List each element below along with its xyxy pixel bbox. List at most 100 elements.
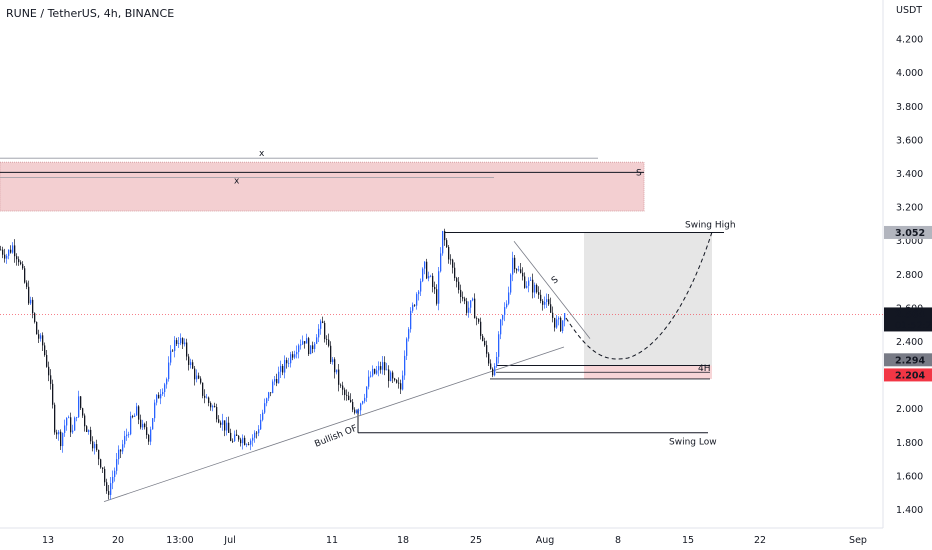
- candle-body[interactable]: [88, 429, 90, 433]
- candle-body[interactable]: [334, 359, 336, 373]
- candle-body[interactable]: [56, 432, 58, 435]
- candle-body[interactable]: [146, 427, 148, 435]
- candle-body[interactable]: [550, 304, 552, 313]
- candle-body[interactable]: [236, 434, 238, 436]
- candle-body[interactable]: [286, 360, 288, 364]
- candle-body[interactable]: [50, 375, 52, 384]
- candle-body[interactable]: [524, 276, 526, 288]
- candle-body[interactable]: [494, 366, 496, 376]
- candle-body[interactable]: [482, 335, 484, 342]
- candle-body[interactable]: [488, 353, 490, 364]
- candle-body[interactable]: [526, 285, 528, 288]
- candle-body[interactable]: [340, 384, 342, 386]
- candle-body[interactable]: [76, 417, 78, 418]
- candle-body[interactable]: [442, 231, 444, 254]
- candle-body[interactable]: [322, 321, 324, 323]
- candle-body[interactable]: [346, 394, 348, 396]
- candle-body[interactable]: [362, 401, 364, 404]
- candle-body[interactable]: [462, 296, 464, 299]
- candle-body[interactable]: [242, 437, 244, 444]
- candle-body[interactable]: [320, 321, 322, 329]
- candle-body[interactable]: [380, 366, 382, 370]
- candle-body[interactable]: [120, 449, 122, 452]
- candle-body[interactable]: [42, 335, 44, 346]
- candle-body[interactable]: [390, 372, 392, 382]
- candle-body[interactable]: [30, 299, 32, 304]
- candle-body[interactable]: [406, 338, 408, 356]
- candle-body[interactable]: [208, 397, 210, 403]
- candle-body[interactable]: [8, 249, 10, 256]
- candle-body[interactable]: [366, 386, 368, 398]
- candle-body[interactable]: [544, 301, 546, 305]
- candle-body[interactable]: [24, 268, 26, 283]
- candle-body[interactable]: [466, 301, 468, 313]
- candle-body[interactable]: [134, 415, 136, 417]
- candle-body[interactable]: [206, 397, 208, 399]
- candle-body[interactable]: [210, 402, 212, 408]
- candle-body[interactable]: [170, 350, 172, 363]
- candle-body[interactable]: [218, 419, 220, 423]
- candle-body[interactable]: [264, 403, 266, 413]
- candle-body[interactable]: [198, 375, 200, 379]
- candle-body[interactable]: [0, 249, 2, 251]
- candle-body[interactable]: [180, 338, 182, 344]
- candle-body[interactable]: [26, 282, 28, 287]
- candle-body[interactable]: [90, 429, 92, 442]
- candle-body[interactable]: [254, 432, 256, 438]
- candle-body[interactable]: [16, 256, 18, 260]
- candle-body[interactable]: [162, 392, 164, 395]
- candle-body[interactable]: [28, 286, 30, 304]
- candle-body[interactable]: [302, 341, 304, 345]
- candle-body[interactable]: [116, 459, 118, 471]
- candle-body[interactable]: [336, 369, 338, 373]
- candle-body[interactable]: [408, 329, 410, 339]
- candle-body[interactable]: [424, 261, 426, 269]
- candle-body[interactable]: [316, 337, 318, 344]
- candle-body[interactable]: [220, 422, 222, 425]
- candle-body[interactable]: [492, 368, 494, 376]
- candle-body[interactable]: [520, 269, 522, 273]
- candle-body[interactable]: [504, 307, 506, 316]
- candle-body[interactable]: [314, 343, 316, 350]
- candle-body[interactable]: [440, 253, 442, 272]
- candle-body[interactable]: [36, 322, 38, 335]
- candle-body[interactable]: [486, 345, 488, 354]
- candle-body[interactable]: [470, 300, 472, 308]
- candle-body[interactable]: [44, 345, 46, 355]
- candle-body[interactable]: [112, 476, 114, 484]
- candle-body[interactable]: [182, 338, 184, 345]
- candle-body[interactable]: [2, 249, 4, 255]
- candle-body[interactable]: [38, 334, 40, 339]
- candle-body[interactable]: [52, 383, 54, 405]
- candle-body[interactable]: [428, 275, 430, 279]
- candle-body[interactable]: [422, 268, 424, 282]
- candle-body[interactable]: [338, 369, 340, 385]
- candle-body[interactable]: [86, 426, 88, 433]
- candle-body[interactable]: [348, 395, 350, 400]
- candle-body[interactable]: [414, 304, 416, 306]
- candle-body[interactable]: [446, 240, 448, 247]
- candle-body[interactable]: [258, 429, 260, 434]
- candle-body[interactable]: [540, 294, 542, 301]
- candle-body[interactable]: [166, 379, 168, 385]
- candle-body[interactable]: [262, 412, 264, 420]
- candle-body[interactable]: [464, 298, 466, 302]
- candle-body[interactable]: [74, 417, 76, 431]
- candle-body[interactable]: [148, 434, 150, 442]
- candle-body[interactable]: [92, 441, 94, 449]
- candle-body[interactable]: [458, 281, 460, 290]
- candle-body[interactable]: [202, 382, 204, 396]
- candle-body[interactable]: [160, 394, 162, 399]
- candle-body[interactable]: [110, 483, 112, 495]
- candle-body[interactable]: [192, 362, 194, 369]
- candle-body[interactable]: [122, 444, 124, 452]
- candle-body[interactable]: [78, 396, 80, 418]
- candle-body[interactable]: [542, 300, 544, 305]
- candle-body[interactable]: [62, 432, 64, 447]
- candle-body[interactable]: [164, 384, 166, 393]
- candle-body[interactable]: [188, 356, 190, 365]
- candle-body[interactable]: [508, 292, 510, 304]
- candle-body[interactable]: [12, 245, 14, 253]
- candle-body[interactable]: [400, 383, 402, 390]
